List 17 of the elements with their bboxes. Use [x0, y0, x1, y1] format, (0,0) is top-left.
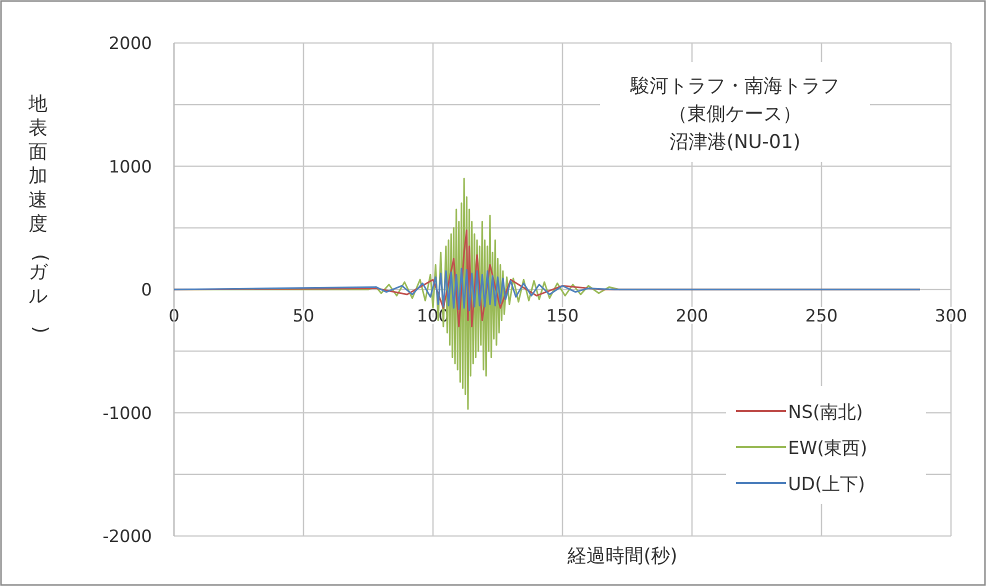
text: 地表面加速度(ガル) — [28, 93, 52, 334]
legend-label: UD(上下) — [788, 474, 866, 495]
x-axis-title: 経過時間(秒) — [566, 545, 678, 567]
y-tick-label: 0 — [141, 280, 152, 300]
y-tick-label: -2000 — [102, 527, 152, 547]
annotation: 沼津港(NU-01) — [670, 131, 800, 153]
x-tick-label: 200 — [676, 306, 708, 326]
legend-label: EW(東西) — [788, 438, 868, 459]
y-tick-label: -1000 — [102, 404, 152, 424]
x-tick-label: 300 — [934, 306, 968, 326]
x-tick-label: 250 — [805, 306, 838, 326]
title: 駿河トラフ・南海トラフ （東側ケース） 沼津港(NU-01) — [600, 62, 870, 162]
x-tick-label: 50 — [292, 306, 314, 326]
legend-label: NS(南北) — [788, 402, 863, 423]
y-tick-label: 1000 — [108, 157, 152, 178]
y-tick-label: 2000 — [108, 34, 152, 54]
x-tick-label: 150 — [546, 306, 579, 326]
